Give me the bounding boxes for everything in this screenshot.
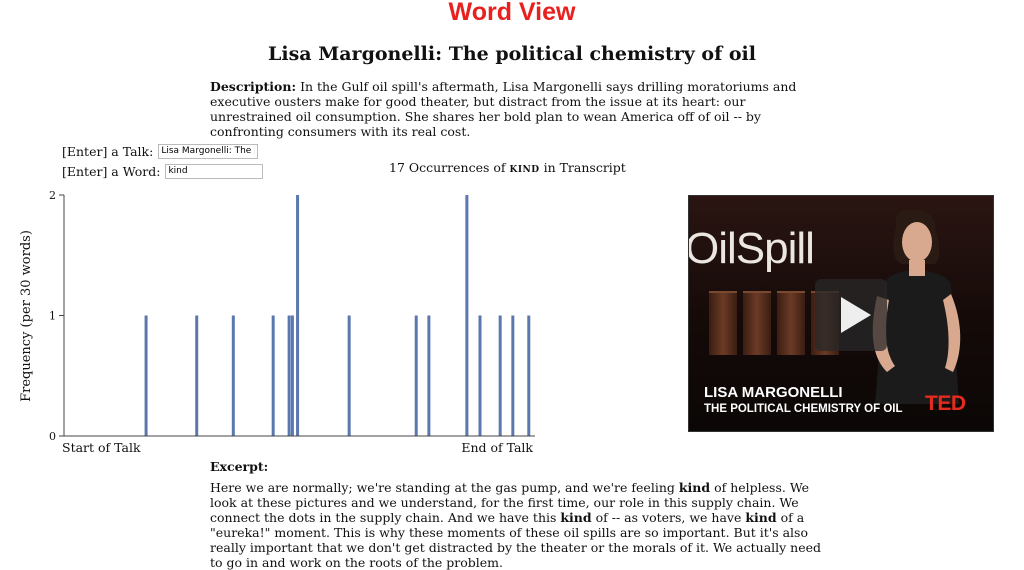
excerpt-segment: of -- as voters, we have [591, 510, 746, 525]
talk-row: [Enter] a Talk: [62, 141, 263, 161]
frequency-bar [271, 315, 275, 436]
excerpt-text: Here we are normally; we're standing at … [210, 480, 822, 570]
word-input[interactable] [165, 163, 264, 179]
y-tick-label: 1 [49, 310, 56, 323]
excerpt-keyword: kind [745, 510, 777, 525]
excerpt-segment: Here we are normally; we're standing at … [210, 480, 679, 495]
frequency-bar [231, 315, 235, 436]
excerpt-keyword: kind [678, 480, 711, 495]
frequency-bar [465, 195, 469, 436]
x-start-label: Start of Talk [62, 440, 141, 455]
frequency-bar [427, 315, 431, 436]
occurrences-suffix: in Transcript [543, 160, 626, 175]
occurrences-keyword: kind [509, 160, 540, 175]
talk-input[interactable] [158, 143, 259, 159]
excerpt-keyword: kind [560, 510, 592, 525]
app-title: Word View [448, 0, 576, 26]
frequency-bar [296, 195, 300, 436]
talk-label: [Enter] a Talk: [62, 143, 154, 159]
play-button[interactable] [815, 279, 887, 351]
barrel-decor [777, 291, 805, 355]
y-tick-label: 0 [49, 430, 56, 443]
y-tick-label: 2 [49, 189, 56, 202]
excerpt-segment: of helpless. We look at these pictures a… [210, 480, 810, 525]
video-talk-subtitle: THE POLITICAL CHEMISTRY OF OIL [704, 403, 903, 415]
frequency-bar [195, 315, 199, 436]
chart-bars [144, 195, 531, 436]
occurrences-heading: 17 Occurrences of kind in Transcript [389, 160, 626, 175]
word-row: [Enter] a Word: [62, 161, 264, 181]
frequency-bar [527, 315, 531, 436]
excerpt-label: Excerpt: [210, 459, 269, 474]
frequency-bar [498, 315, 502, 436]
talk-title: Lisa Margonelli: The political chemistry… [268, 43, 756, 65]
talk-description: Description: In the Gulf oil spill's aft… [210, 79, 820, 139]
frequency-bar [478, 315, 482, 436]
frequency-bar [287, 315, 291, 436]
frequency-bar [511, 315, 515, 436]
frequency-bar [290, 315, 294, 436]
frequency-bar [347, 315, 351, 436]
ted-logo: TED [925, 392, 966, 415]
description-text: In the Gulf oil spill's aftermath, Lisa … [210, 79, 797, 139]
play-icon [841, 297, 871, 333]
description-label: Description: [210, 79, 297, 94]
occurrences-prefix: 17 Occurrences of [389, 160, 506, 175]
x-end-label: End of Talk [461, 440, 533, 455]
controls-panel: [Enter] a Talk: [Enter] a Word: [62, 141, 264, 181]
video-speaker-name: LISA MARGONELLI [704, 384, 843, 401]
y-ticks: 0 1 2 [49, 189, 64, 443]
barrel-decor [709, 291, 737, 355]
word-label: [Enter] a Word: [62, 163, 161, 179]
frequency-chart: 0 1 2 Frequency (per 30 words) Start of Ta… [19, 189, 535, 455]
frequency-bar [144, 315, 148, 436]
video-backdrop-text: OilSpill [688, 224, 815, 273]
barrel-decor [743, 291, 771, 355]
frequency-bar [414, 315, 418, 436]
video-player[interactable]: OilSpill LISA MARGONELLI THE POLITICAL C… [688, 195, 994, 432]
y-axis-label: Frequency (per 30 words) [19, 230, 34, 402]
